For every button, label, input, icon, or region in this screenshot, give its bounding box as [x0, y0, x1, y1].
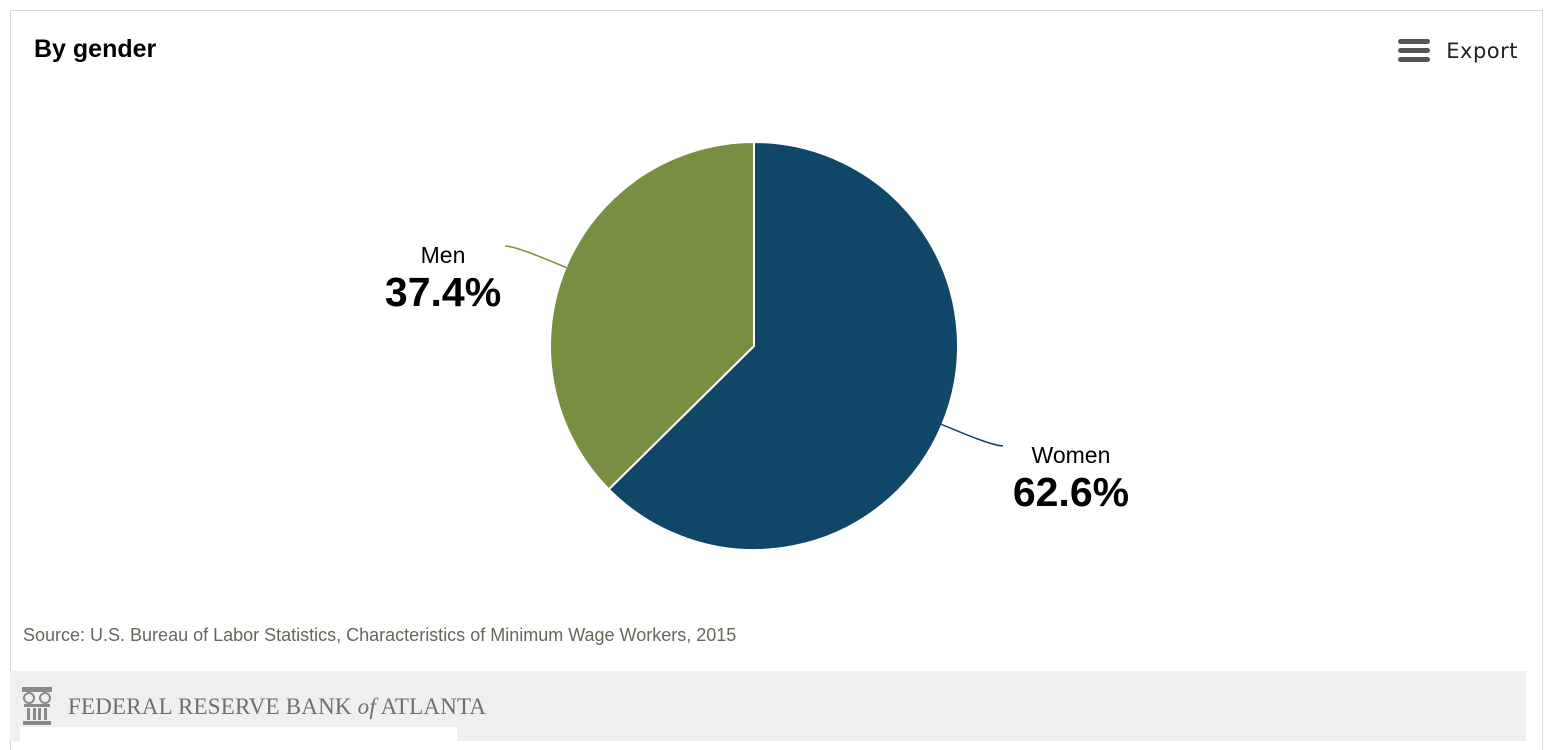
connector-men	[504, 245, 567, 269]
footer-brand-text: FEDERAL RESERVE BANK of ATLANTA	[68, 694, 487, 719]
chart-title: By gender	[34, 35, 157, 63]
hamburger-menu-icon[interactable]	[1398, 39, 1431, 63]
value-men: 37.4%	[385, 269, 501, 315]
footer-brand: FEDERAL RESERVE BANK of ATLANTA	[20, 685, 486, 729]
label-women: Women	[1032, 442, 1111, 468]
export-button[interactable]: Export	[1398, 39, 1518, 63]
export-label[interactable]: Export	[1446, 39, 1518, 63]
source-note: Source: U.S. Bureau of Labor Statistics,…	[23, 625, 737, 645]
connector-women	[941, 423, 1004, 447]
value-women: 62.6%	[1013, 469, 1129, 515]
footer-bar: FEDERAL RESERVE BANK of ATLANTA	[10, 671, 1526, 741]
label-men: Men	[421, 242, 466, 268]
fed-seal-icon	[22, 687, 52, 725]
footer-divider	[20, 727, 457, 741]
